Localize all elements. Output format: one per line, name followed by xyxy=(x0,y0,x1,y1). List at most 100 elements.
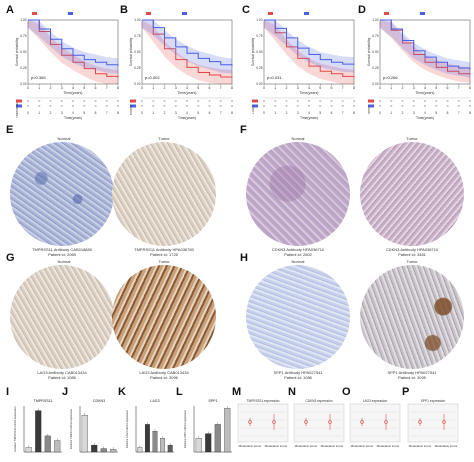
risk-x-tick-label: 7 xyxy=(342,111,344,115)
risk-row-swatch xyxy=(16,99,22,103)
x-tick-label: 7 xyxy=(458,86,460,90)
km-y-label: Survival probability xyxy=(129,37,133,66)
km-plot-d: 0 1 2 3 4 5 6 7 8 0.00 0.25 0.50 0.75 1.00 p=0.266 Time… xyxy=(367,12,471,120)
y-tick-label: 0.25 xyxy=(256,66,262,70)
bar-chart-y-label: Relative CDKN3 mRNA expression xyxy=(69,408,73,449)
panel-letter-j: J xyxy=(62,386,69,398)
risk-x-tick-label: 3 xyxy=(175,111,177,115)
y-tick-label: 0.75 xyxy=(134,34,140,38)
bar-chart-title: SPP1 xyxy=(208,399,217,403)
forest-plot-m: TMPRSS11 expression Metastasis tumor Metas… xyxy=(237,399,289,448)
patient-h-tumor: Patient id: 3095 xyxy=(398,375,426,380)
km-curve-0 xyxy=(264,19,355,78)
km-x-label: Time(years) xyxy=(63,91,82,95)
x-tick-label: 3 xyxy=(61,86,63,90)
panel-letter-b: B xyxy=(120,4,128,16)
patient-g-normal: Patient id: 1086 xyxy=(48,375,76,380)
risk-row-swatch xyxy=(16,104,22,108)
tissue-core-h-tumor xyxy=(360,265,464,369)
risk-x-tick-label: 8 xyxy=(353,111,355,115)
x-tick-label: 6 xyxy=(331,86,333,90)
km-gene-label: SPP1 xyxy=(367,106,371,114)
risk-x-tick-label: 3 xyxy=(297,111,299,115)
x-tick-label: 0 xyxy=(27,86,29,90)
risk-x-tick-label: 7 xyxy=(220,111,222,115)
x-tick-label: 1 xyxy=(390,86,392,90)
km-ci-band-0 xyxy=(264,20,354,84)
estimate-right xyxy=(384,420,388,424)
x-tick-label: 1 xyxy=(274,86,276,90)
y-tick-label: 0.00 xyxy=(372,82,378,86)
tissue-core-g-tumor xyxy=(112,265,216,369)
y-tick-label: 0.00 xyxy=(134,82,140,86)
forest-label-right: Metastasis tumor xyxy=(435,444,458,448)
y-tick-label: 1.00 xyxy=(256,18,262,22)
risk-x-tick-label: 6 xyxy=(447,111,449,115)
risk-x-tick-label: 3 xyxy=(413,111,415,115)
forest-label-left: Metastasis tumor xyxy=(351,444,374,448)
caption-e-tumor: TMPRSS11 Antibody HPA036780 xyxy=(134,247,194,252)
panel-letter-k: K xyxy=(118,386,126,398)
panel-letter-c: C xyxy=(242,4,250,16)
bar xyxy=(81,415,88,453)
core-label-h-tumor: Tumor xyxy=(406,259,418,264)
risk-x-tick-label: 1 xyxy=(152,111,154,115)
km-x-label: Time(years) xyxy=(299,91,318,95)
forest-label-left: Metastasis tumor xyxy=(239,444,262,448)
tissue-core-e-normal xyxy=(10,142,114,246)
risk-x-label: Time(years) xyxy=(300,116,318,120)
km-gene-label: TMPRSS11 xyxy=(15,102,19,118)
x-tick-label: 3 xyxy=(175,86,177,90)
risk-x-tick-label: 2 xyxy=(50,111,52,115)
x-tick-label: 7 xyxy=(106,86,108,90)
x-tick-label: 3 xyxy=(297,86,299,90)
panel-letter-h: H xyxy=(240,252,248,264)
risk-x-tick-label: 2 xyxy=(286,111,288,115)
x-tick-label: 7 xyxy=(220,86,222,90)
x-tick-label: 2 xyxy=(286,86,288,90)
legend-swatch-high xyxy=(32,12,37,15)
risk-x-tick-label: 2 xyxy=(402,111,404,115)
caption-f-tumor: CDKN3 Antibody HPA036710 xyxy=(385,247,439,252)
forest-title: CDKN3 expression xyxy=(305,399,332,403)
risk-x-tick-label: 8 xyxy=(231,111,233,115)
risk-x-tick-label: 6 xyxy=(331,111,333,115)
x-tick-label: 6 xyxy=(209,86,211,90)
y-tick-label: 0.50 xyxy=(372,50,378,54)
bar xyxy=(54,440,61,453)
km-p-value: p=0.031 xyxy=(267,75,282,80)
panel-letter-d: D xyxy=(358,4,366,16)
panel-letter-i: I xyxy=(6,386,10,398)
core-label-f-normal: Normal xyxy=(291,136,305,141)
core-label-e-normal: Normal xyxy=(57,136,71,141)
km-plot-b: 0 1 2 3 4 5 6 7 8 0.00 0.25 0.50 0.75 1.00 p=0.002 Time… xyxy=(129,12,233,120)
km-plot-c: 0 1 2 3 4 5 6 7 8 0.00 0.25 0.50 0.75 1.00 p=0.031 Time… xyxy=(251,12,355,120)
estimate-left xyxy=(304,420,308,424)
km-curve-0 xyxy=(28,19,119,78)
estimate-right xyxy=(272,420,276,424)
x-tick-label: 8 xyxy=(231,86,233,90)
y-tick-label: 0.50 xyxy=(20,50,26,54)
bar-chart-y-label: Relative TMPRSS11 mRNA expression xyxy=(13,406,17,452)
forest-label-left: Metastasis tumor xyxy=(409,444,432,448)
caption-e-normal: TMPRSS11 Antibody CAB018880 xyxy=(32,247,92,252)
risk-x-tick-label: 4 xyxy=(424,111,426,115)
forest-title: TMPRSS11 expression xyxy=(247,399,280,403)
y-tick-label: 0.25 xyxy=(134,66,140,70)
tissue-core-e-tumor xyxy=(112,142,216,246)
tissue-core-f-tumor xyxy=(360,142,464,246)
y-tick-label: 1.00 xyxy=(134,18,140,22)
risk-x-tick-label: 6 xyxy=(95,111,97,115)
risk-x-tick-label: 5 xyxy=(83,111,85,115)
bar xyxy=(205,433,212,453)
x-tick-label: 8 xyxy=(469,86,471,90)
risk-x-tick-label: 7 xyxy=(106,111,108,115)
risk-row-swatch xyxy=(368,104,374,108)
y-tick-label: 0.75 xyxy=(20,34,26,38)
caption-g-normal: LAG3 Antibody CAB013434 xyxy=(37,370,87,375)
risk-x-tick-label: 0 xyxy=(141,111,143,115)
risk-x-tick-label: 8 xyxy=(117,111,119,115)
x-tick-label: 5 xyxy=(197,86,199,90)
x-tick-label: 0 xyxy=(263,86,265,90)
bar-chart-title: CDKN3 xyxy=(93,399,105,403)
